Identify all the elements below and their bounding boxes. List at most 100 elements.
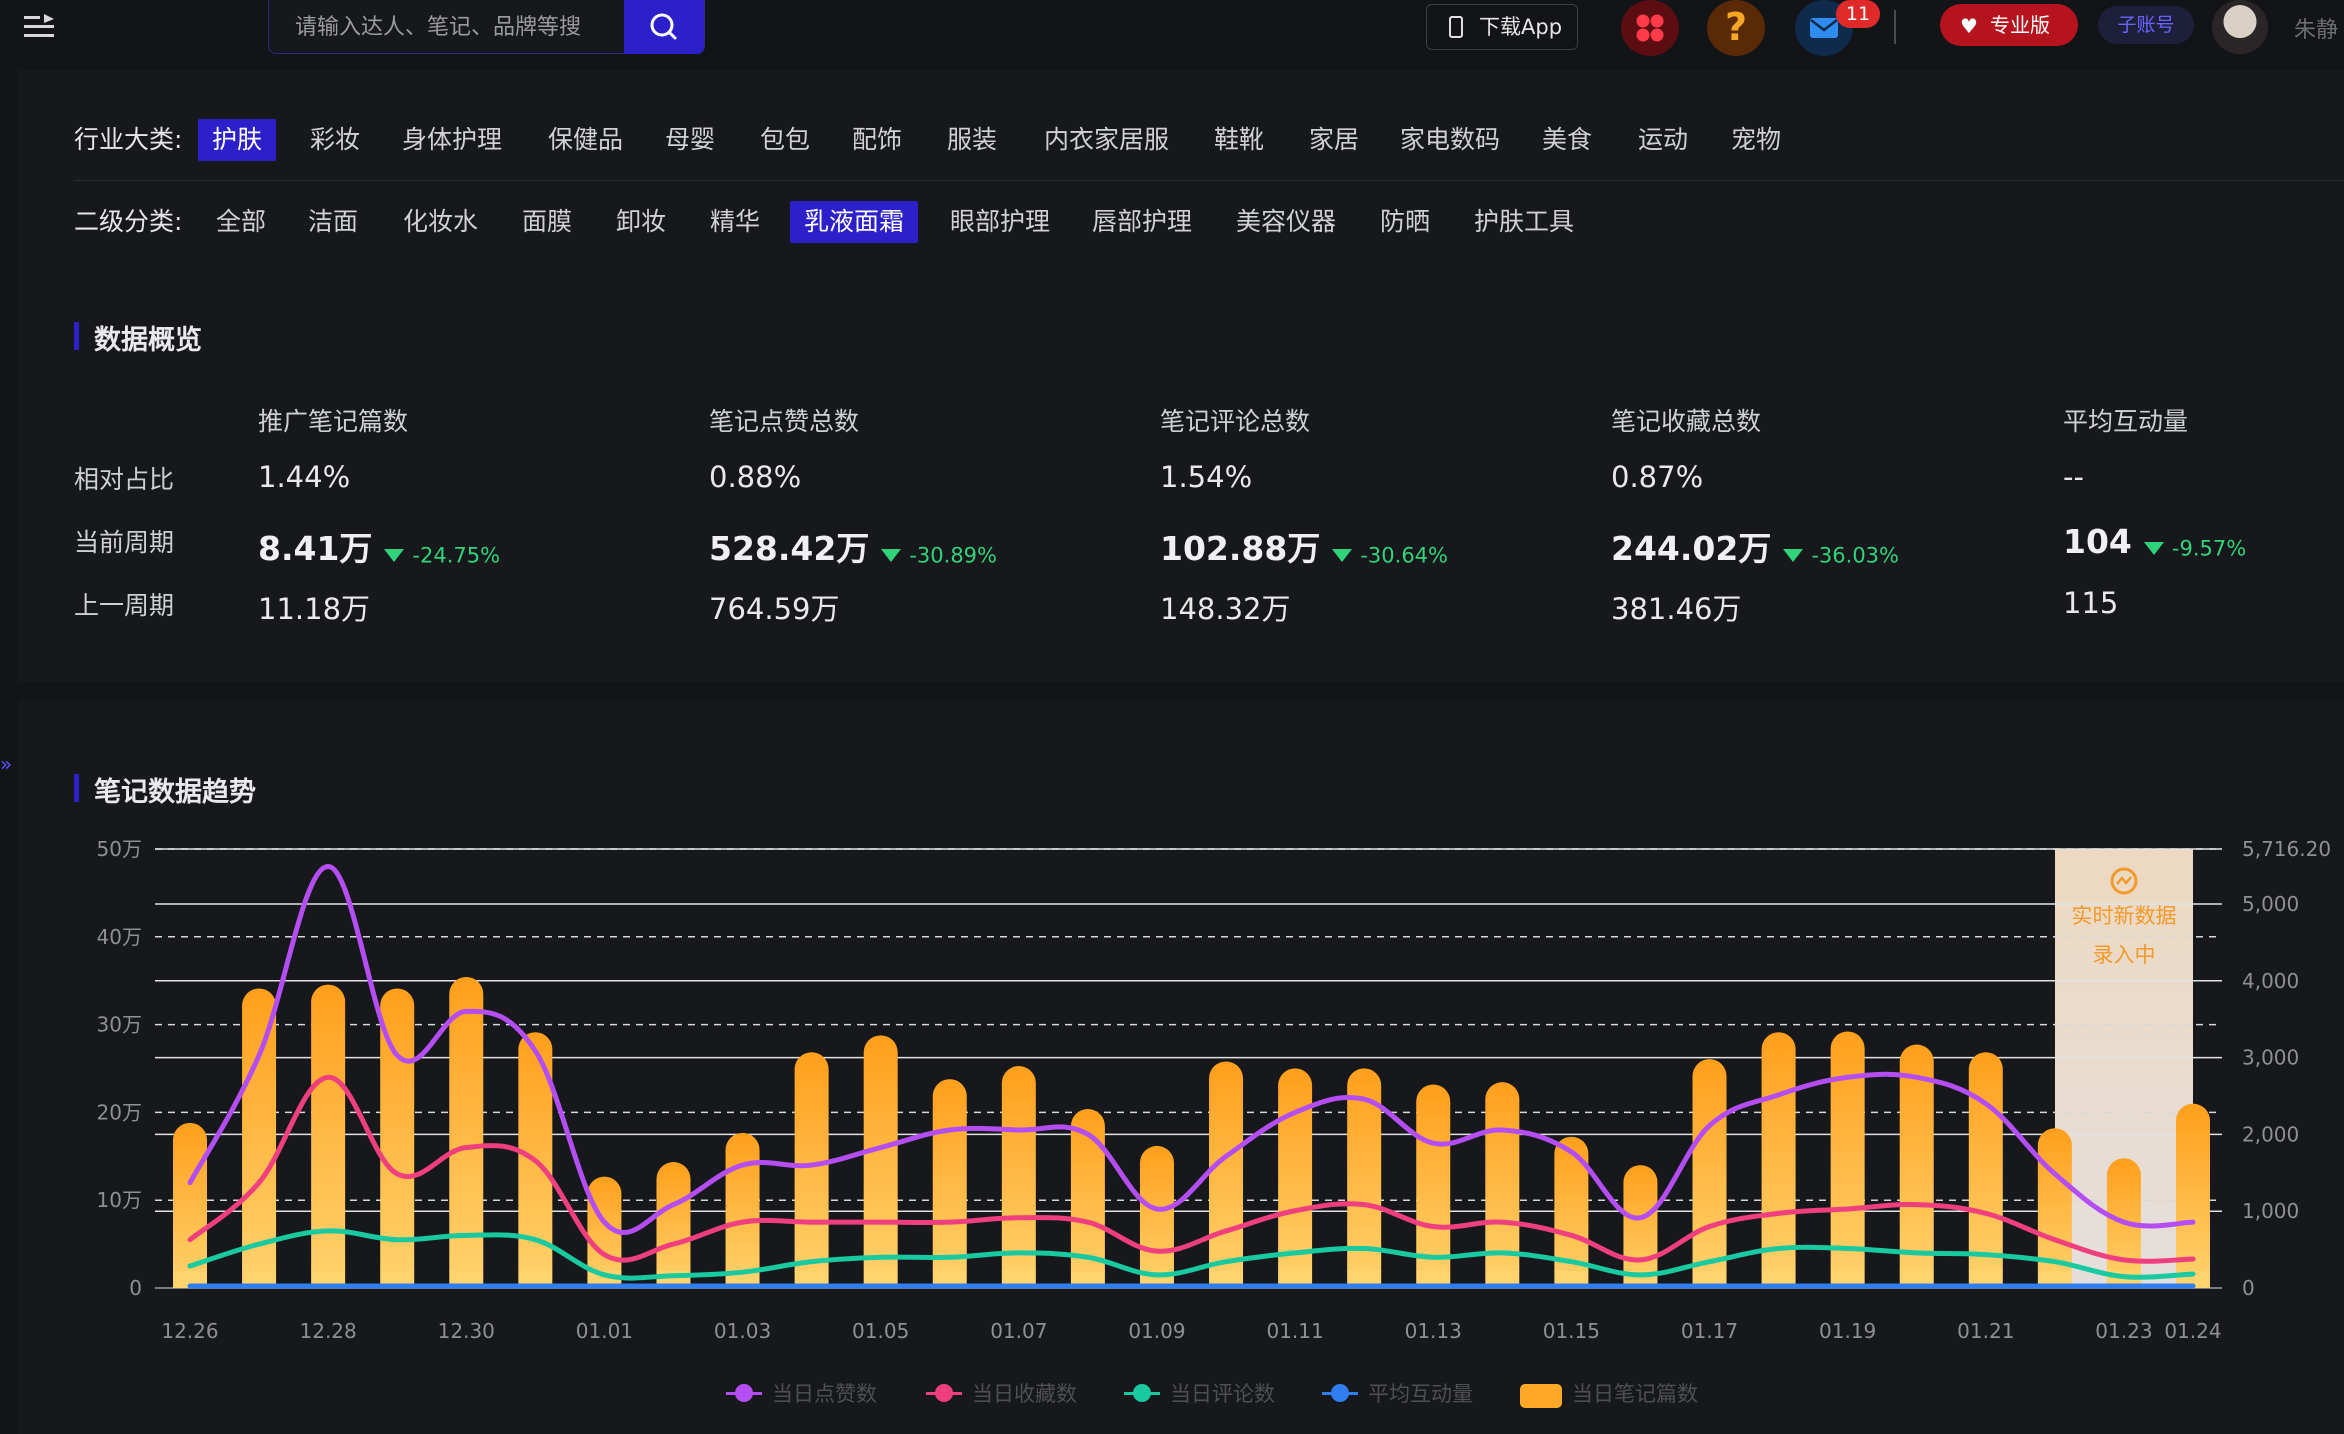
metric-current-value: 102.88万: [1160, 529, 1321, 568]
username[interactable]: 朱静: [2294, 18, 2339, 43]
bar: [242, 988, 277, 1288]
realtime-label-line2: 录入中: [2093, 943, 2156, 967]
x-axis-tick: 01.03: [714, 1319, 771, 1343]
industry-tag[interactable]: 运动: [1638, 125, 1689, 154]
x-axis-tick: 01.21: [1957, 1319, 2014, 1343]
collects-series-line: [187, 1074, 2196, 1264]
bar: [1278, 1068, 1313, 1288]
sub-account-button[interactable]: 子账号: [2098, 6, 2194, 44]
pro-version-label: 专业版: [1990, 13, 2050, 37]
top-bar: 下载App ? 11 ♥ 专业版 子账号 朱静: [0, 0, 2344, 66]
legend-dot: [735, 1384, 753, 1402]
apps-button[interactable]: [1621, 0, 1679, 56]
sub-category-label: 二级分类:: [74, 207, 183, 236]
industry-tag[interactable]: 鞋靴: [1214, 125, 1265, 154]
trend-title: 笔记数据趋势: [74, 770, 256, 809]
metric-current: 244.02万 -36.03%: [1611, 522, 1899, 570]
legend-marker: [1124, 1384, 1160, 1402]
industry-tag[interactable]: 配饰: [852, 125, 903, 154]
legend-marker: [1520, 1384, 1562, 1408]
sub-category-tag[interactable]: 乳液面霜: [790, 201, 919, 243]
legend-dot: [1331, 1384, 1349, 1402]
left-axis-tick: 30万: [97, 1013, 142, 1037]
right-axis-tick: 5,716.20: [2242, 837, 2331, 861]
sub-category-tag[interactable]: 护肤工具: [1474, 207, 1575, 236]
industry-tag[interactable]: 宠物: [1731, 125, 1782, 154]
row-label-current: 当前周期: [74, 528, 175, 557]
right-axis-tick: 0: [2242, 1276, 2255, 1300]
row-label-ratio: 相对占比: [74, 465, 175, 494]
x-axis-tick: 01.17: [1681, 1319, 1738, 1343]
bar: [1830, 1031, 1865, 1288]
right-axis-tick: 2,000: [2242, 1122, 2299, 1146]
comments-series-line: [187, 1228, 2196, 1281]
x-axis-tick: 01.07: [990, 1319, 1047, 1343]
pro-version-button[interactable]: ♥ 专业版: [1940, 4, 2078, 46]
divider: [1894, 10, 1896, 44]
sub-category-tag[interactable]: 眼部护理: [950, 207, 1051, 236]
right-axis-tick: 3,000: [2242, 1046, 2299, 1070]
metric-change: -30.64%: [1360, 543, 1448, 568]
metric-name: 笔记点赞总数: [709, 407, 860, 436]
metric-previous: 381.46万: [1611, 592, 1742, 626]
industry-tag[interactable]: 服装: [947, 125, 998, 154]
sub-category-tag[interactable]: 洁面: [308, 207, 359, 236]
bar: [794, 1052, 829, 1288]
right-axis-tick: 1,000: [2242, 1199, 2299, 1223]
sub-category-tag[interactable]: 美容仪器: [1236, 207, 1337, 236]
x-axis-tick: 01.05: [852, 1319, 909, 1343]
expand-sidebar-icon[interactable]: »: [0, 752, 13, 776]
metric-current: 528.42万 -30.89%: [709, 522, 997, 570]
bar: [1554, 1136, 1589, 1288]
bar: [1416, 1084, 1451, 1288]
bar: [1001, 1066, 1036, 1288]
industry-tag[interactable]: 护肤: [198, 119, 277, 161]
x-axis-tick: 01.19: [1819, 1319, 1876, 1343]
diamond-heart-icon: ♥: [1960, 14, 1978, 38]
industry-tag[interactable]: 母婴: [665, 125, 716, 154]
metric-name: 推广笔记篇数: [258, 407, 409, 436]
likes-series-line: [187, 864, 2196, 1236]
x-axis-tick: 12.26: [161, 1319, 218, 1343]
industry-tag[interactable]: 保健品: [548, 125, 624, 154]
x-axis-tick: 12.30: [438, 1319, 495, 1343]
industry-tag[interactable]: 家电数码: [1400, 125, 1501, 154]
sub-category-tag[interactable]: 精华: [710, 207, 761, 236]
bar: [1070, 1109, 1105, 1288]
sub-category-tag[interactable]: 卸妆: [616, 207, 667, 236]
realtime-label-line1: 实时新数据: [2072, 904, 2177, 928]
bar: [2176, 1103, 2210, 1288]
search-box: [268, 0, 705, 54]
industry-tag[interactable]: 美食: [1542, 125, 1593, 154]
industry-tag[interactable]: 家居: [1309, 125, 1360, 154]
industry-tag[interactable]: 身体护理: [402, 125, 503, 154]
industry-tag[interactable]: 包包: [760, 125, 811, 154]
sub-category-tag[interactable]: 面膜: [522, 207, 573, 236]
x-axis-tick: 01.13: [1405, 1319, 1462, 1343]
mail-icon: [1810, 18, 1838, 38]
help-button[interactable]: ?: [1707, 0, 1765, 56]
sub-category-tag[interactable]: 唇部护理: [1092, 207, 1193, 236]
legend-label: 当日评论数: [1170, 1382, 1275, 1406]
menu-fold-icon[interactable]: [22, 12, 56, 42]
down-arrow-icon: [1332, 549, 1353, 562]
metric-ratio: 0.87%: [1611, 460, 1704, 494]
sub-category-tag[interactable]: 全部: [216, 207, 267, 236]
overview-title: 数据概览: [74, 318, 202, 357]
download-app-button[interactable]: 下载App: [1426, 4, 1578, 50]
bar: [656, 1162, 691, 1288]
avatar[interactable]: [2212, 0, 2268, 54]
metric-current-value: 244.02万: [1611, 529, 1772, 568]
industry-tag[interactable]: 内衣家居服: [1044, 125, 1170, 154]
bar: [1623, 1165, 1658, 1288]
search-input[interactable]: [293, 0, 627, 54]
industry-tag[interactable]: 彩妆: [310, 125, 361, 154]
realtime-chart-icon-line: [2116, 876, 2132, 885]
search-button[interactable]: [624, 0, 704, 54]
row-label-previous: 上一周期: [74, 591, 175, 620]
sub-category-tag[interactable]: 防晒: [1380, 207, 1431, 236]
down-arrow-icon: [1783, 549, 1804, 562]
phone-icon: [1449, 16, 1463, 38]
sub-category-tag[interactable]: 化妆水: [403, 207, 479, 236]
